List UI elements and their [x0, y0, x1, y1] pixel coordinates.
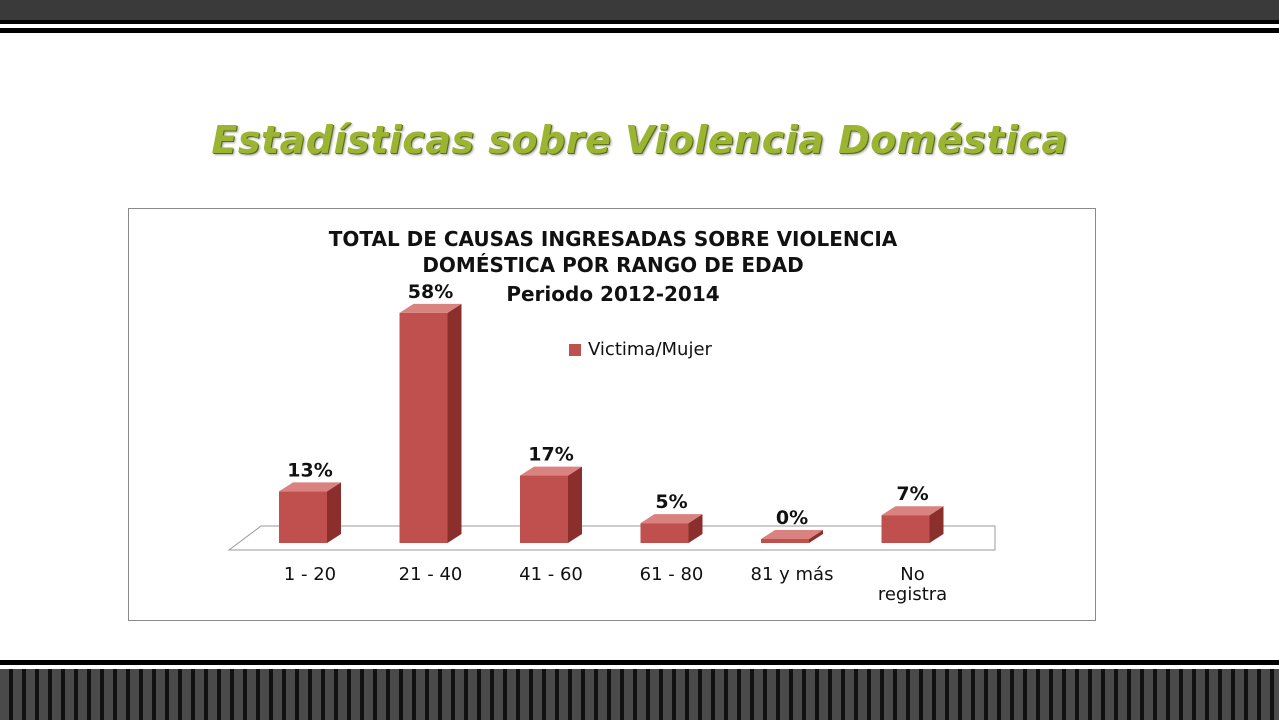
bar-top — [761, 530, 823, 539]
bar — [399, 312, 448, 543]
chart-floor — [227, 525, 996, 551]
legend-label: Victima/Mujer — [588, 339, 713, 360]
slide-title: Estadísticas sobre Violencia Doméstica — [211, 118, 1068, 162]
bar-top — [881, 506, 944, 516]
bar-side — [809, 530, 823, 543]
data-label: 58% — [408, 281, 453, 303]
chart-title-line: TOTAL DE CAUSAS INGRESADAS SOBRE VIOLENC… — [329, 227, 898, 251]
data-label: 17% — [528, 444, 573, 466]
category-label: 21 - 40 — [399, 564, 463, 585]
data-label: 5% — [655, 491, 687, 513]
bar — [279, 491, 327, 543]
bottom-rule — [0, 660, 1279, 665]
bottom-decor-band — [0, 669, 1279, 720]
chart-frame: TOTAL DE CAUSAS INGRESADAS SOBRE VIOLENC… — [128, 208, 1096, 621]
bar — [640, 523, 689, 543]
data-label: 13% — [287, 459, 332, 481]
category-label: 41 - 60 — [519, 564, 583, 585]
bar-top — [279, 482, 341, 492]
bar-top — [399, 303, 462, 313]
bar-top — [640, 514, 703, 524]
bar-top — [520, 466, 582, 476]
chart-title-line: Periodo 2012-2014 — [506, 282, 719, 306]
chart-title-line: DOMÉSTICA POR RANGO DE EDAD — [422, 253, 803, 277]
bar-side — [688, 514, 703, 543]
top-rule — [0, 20, 1279, 24]
legend-swatch — [569, 344, 581, 356]
category-label: 1 - 20 — [284, 564, 336, 585]
category-label: No — [900, 564, 924, 585]
bar-side — [929, 506, 944, 543]
top-decor-band — [0, 0, 1279, 20]
bar-side — [447, 303, 462, 543]
bar — [881, 515, 930, 543]
category-label: 61 - 80 — [640, 564, 704, 585]
bar — [520, 475, 568, 543]
bar-chart: TOTAL DE CAUSAS INGRESADAS SOBRE VIOLENC… — [227, 227, 996, 605]
category-label: registra — [878, 584, 947, 605]
data-label: 0% — [776, 507, 808, 529]
category-label: 81 y más — [751, 564, 834, 585]
bar-side — [568, 466, 582, 543]
bar — [761, 539, 809, 543]
data-label: 7% — [896, 483, 928, 505]
top-rule-secondary — [0, 28, 1279, 33]
bar-side — [327, 482, 341, 543]
